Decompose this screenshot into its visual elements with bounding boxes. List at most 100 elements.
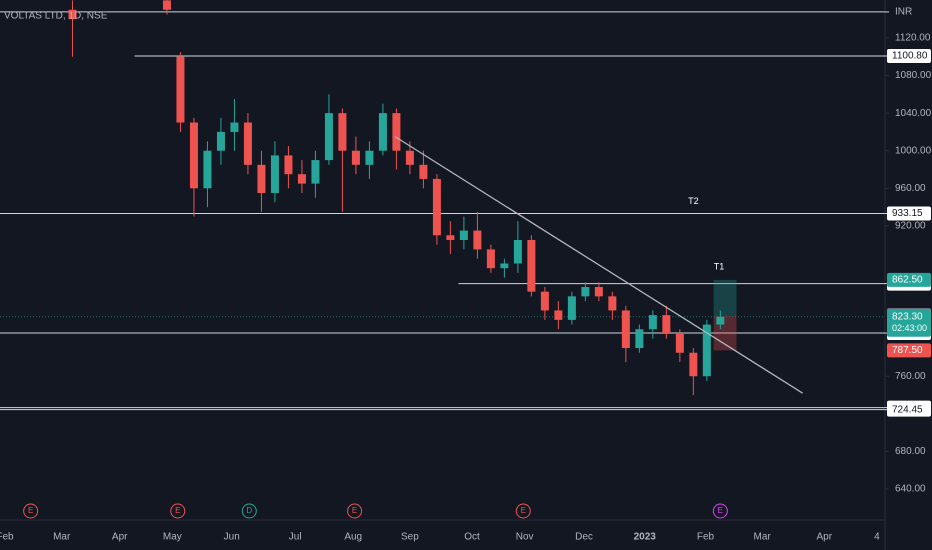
- event-label: E: [521, 506, 526, 515]
- x-tick-label: Dec: [575, 532, 593, 543]
- x-tick-label: Jul: [289, 532, 302, 543]
- annotation: T1: [714, 262, 725, 272]
- candle-body: [675, 333, 684, 353]
- candle-body: [162, 0, 171, 10]
- candle-body: [216, 131, 225, 151]
- x-tick-label: Nov: [516, 532, 534, 543]
- candle-body: [324, 113, 333, 161]
- candle-body: [581, 286, 590, 297]
- candle-body: [405, 150, 414, 165]
- y-tick-label: 760.00: [895, 371, 926, 382]
- x-tick-label: Aug: [344, 532, 362, 543]
- event-label: E: [175, 506, 180, 515]
- y-tick-label: 640.00: [895, 484, 926, 495]
- candle-body: [311, 160, 320, 184]
- candle-body: [432, 178, 441, 236]
- plot-area: T2 T1: [0, 0, 885, 411]
- candle-body: [257, 164, 266, 194]
- event-icon: [241, 503, 257, 519]
- candle-body: [689, 352, 698, 377]
- candle-body: [297, 174, 306, 184]
- last-price-tag: [887, 309, 931, 337]
- price-tag-label: 933.15: [892, 208, 923, 219]
- x-tick-label: Feb: [0, 532, 14, 543]
- y-tick-label: 920.00: [895, 221, 926, 232]
- x-tick-label: 4: [874, 532, 880, 543]
- candle-body: [338, 113, 347, 151]
- event-icon: [170, 503, 186, 519]
- candle-body: [68, 9, 77, 20]
- candle-body: [378, 113, 387, 151]
- x-tick-label: Mar: [53, 532, 71, 543]
- candle-body: [351, 150, 360, 165]
- candle-body: [527, 239, 536, 292]
- x-tick-label: Apr: [816, 532, 832, 543]
- price-tag: [887, 49, 931, 64]
- candle-body: [419, 164, 428, 179]
- event-label: E: [28, 506, 33, 515]
- trendline: [394, 136, 804, 394]
- event-icon: [347, 503, 363, 519]
- candle-body: [500, 263, 509, 269]
- y-tick-label: 680.00: [895, 446, 926, 457]
- candle-body: [594, 286, 603, 297]
- candle-body: [513, 239, 522, 264]
- x-tick-label: Apr: [112, 532, 128, 543]
- x-tick-label: Jun: [224, 532, 240, 543]
- candle-body: [284, 155, 293, 175]
- y-tick-label: 1000.00: [895, 145, 932, 156]
- x-tick-label: Oct: [464, 532, 480, 543]
- price-tag-label: 1100.80: [892, 51, 928, 62]
- candle-body: [176, 56, 185, 123]
- event-label: E: [718, 506, 723, 515]
- candle-body: [702, 324, 711, 377]
- last-price-label: 823.30: [892, 311, 923, 322]
- candle-body: [567, 296, 576, 320]
- candle-body: [243, 122, 252, 165]
- candle-body: [635, 329, 644, 349]
- event-label: D: [246, 506, 252, 515]
- price-tag: [887, 343, 931, 358]
- x-tick-label: Feb: [697, 532, 715, 543]
- x-tick-label: 2023: [634, 532, 657, 543]
- event-icon: [23, 503, 39, 519]
- event-label: E: [352, 506, 357, 515]
- y-tick-label: 960.00: [895, 183, 926, 194]
- candle-body: [473, 230, 482, 250]
- candle-body: [540, 291, 549, 311]
- countdown: 02:43:00: [892, 323, 927, 333]
- price-tag: [887, 402, 931, 417]
- candle-body: [392, 113, 401, 151]
- price-tag: [887, 206, 931, 221]
- candle-body: [621, 310, 630, 349]
- candle-body: [716, 316, 725, 325]
- event-icon: [712, 503, 728, 519]
- candle-body: [486, 249, 495, 269]
- y-tick-label: 1080.00: [895, 70, 932, 81]
- candle-body: [365, 150, 374, 165]
- price-tag: [887, 272, 931, 287]
- y-tick-label: 1040.00: [895, 108, 932, 119]
- chart-title: VOLTAS LTD, 1D, NSE: [4, 11, 108, 22]
- annotation: T2: [688, 196, 699, 206]
- x-tick-label: Mar: [754, 532, 772, 543]
- candle-body: [446, 235, 455, 240]
- currency: INR: [895, 7, 912, 18]
- candle-body: [648, 315, 657, 330]
- x-tick-label: May: [163, 532, 182, 543]
- x-tick-label: Sep: [401, 532, 419, 543]
- y-tick-label: 1120.00: [895, 33, 931, 44]
- target-zone: [713, 279, 737, 316]
- price-tag-label: 724.45: [892, 404, 923, 415]
- candle-body: [203, 150, 212, 189]
- candle-body: [554, 310, 563, 320]
- candle-body: [459, 230, 468, 240]
- price-tag-label: 862.50: [892, 275, 923, 286]
- price-tag-label: 787.50: [892, 345, 923, 356]
- candle-body: [608, 296, 617, 311]
- candle-body: [230, 122, 239, 132]
- candle-body: [270, 155, 279, 194]
- event-icon: [515, 503, 531, 519]
